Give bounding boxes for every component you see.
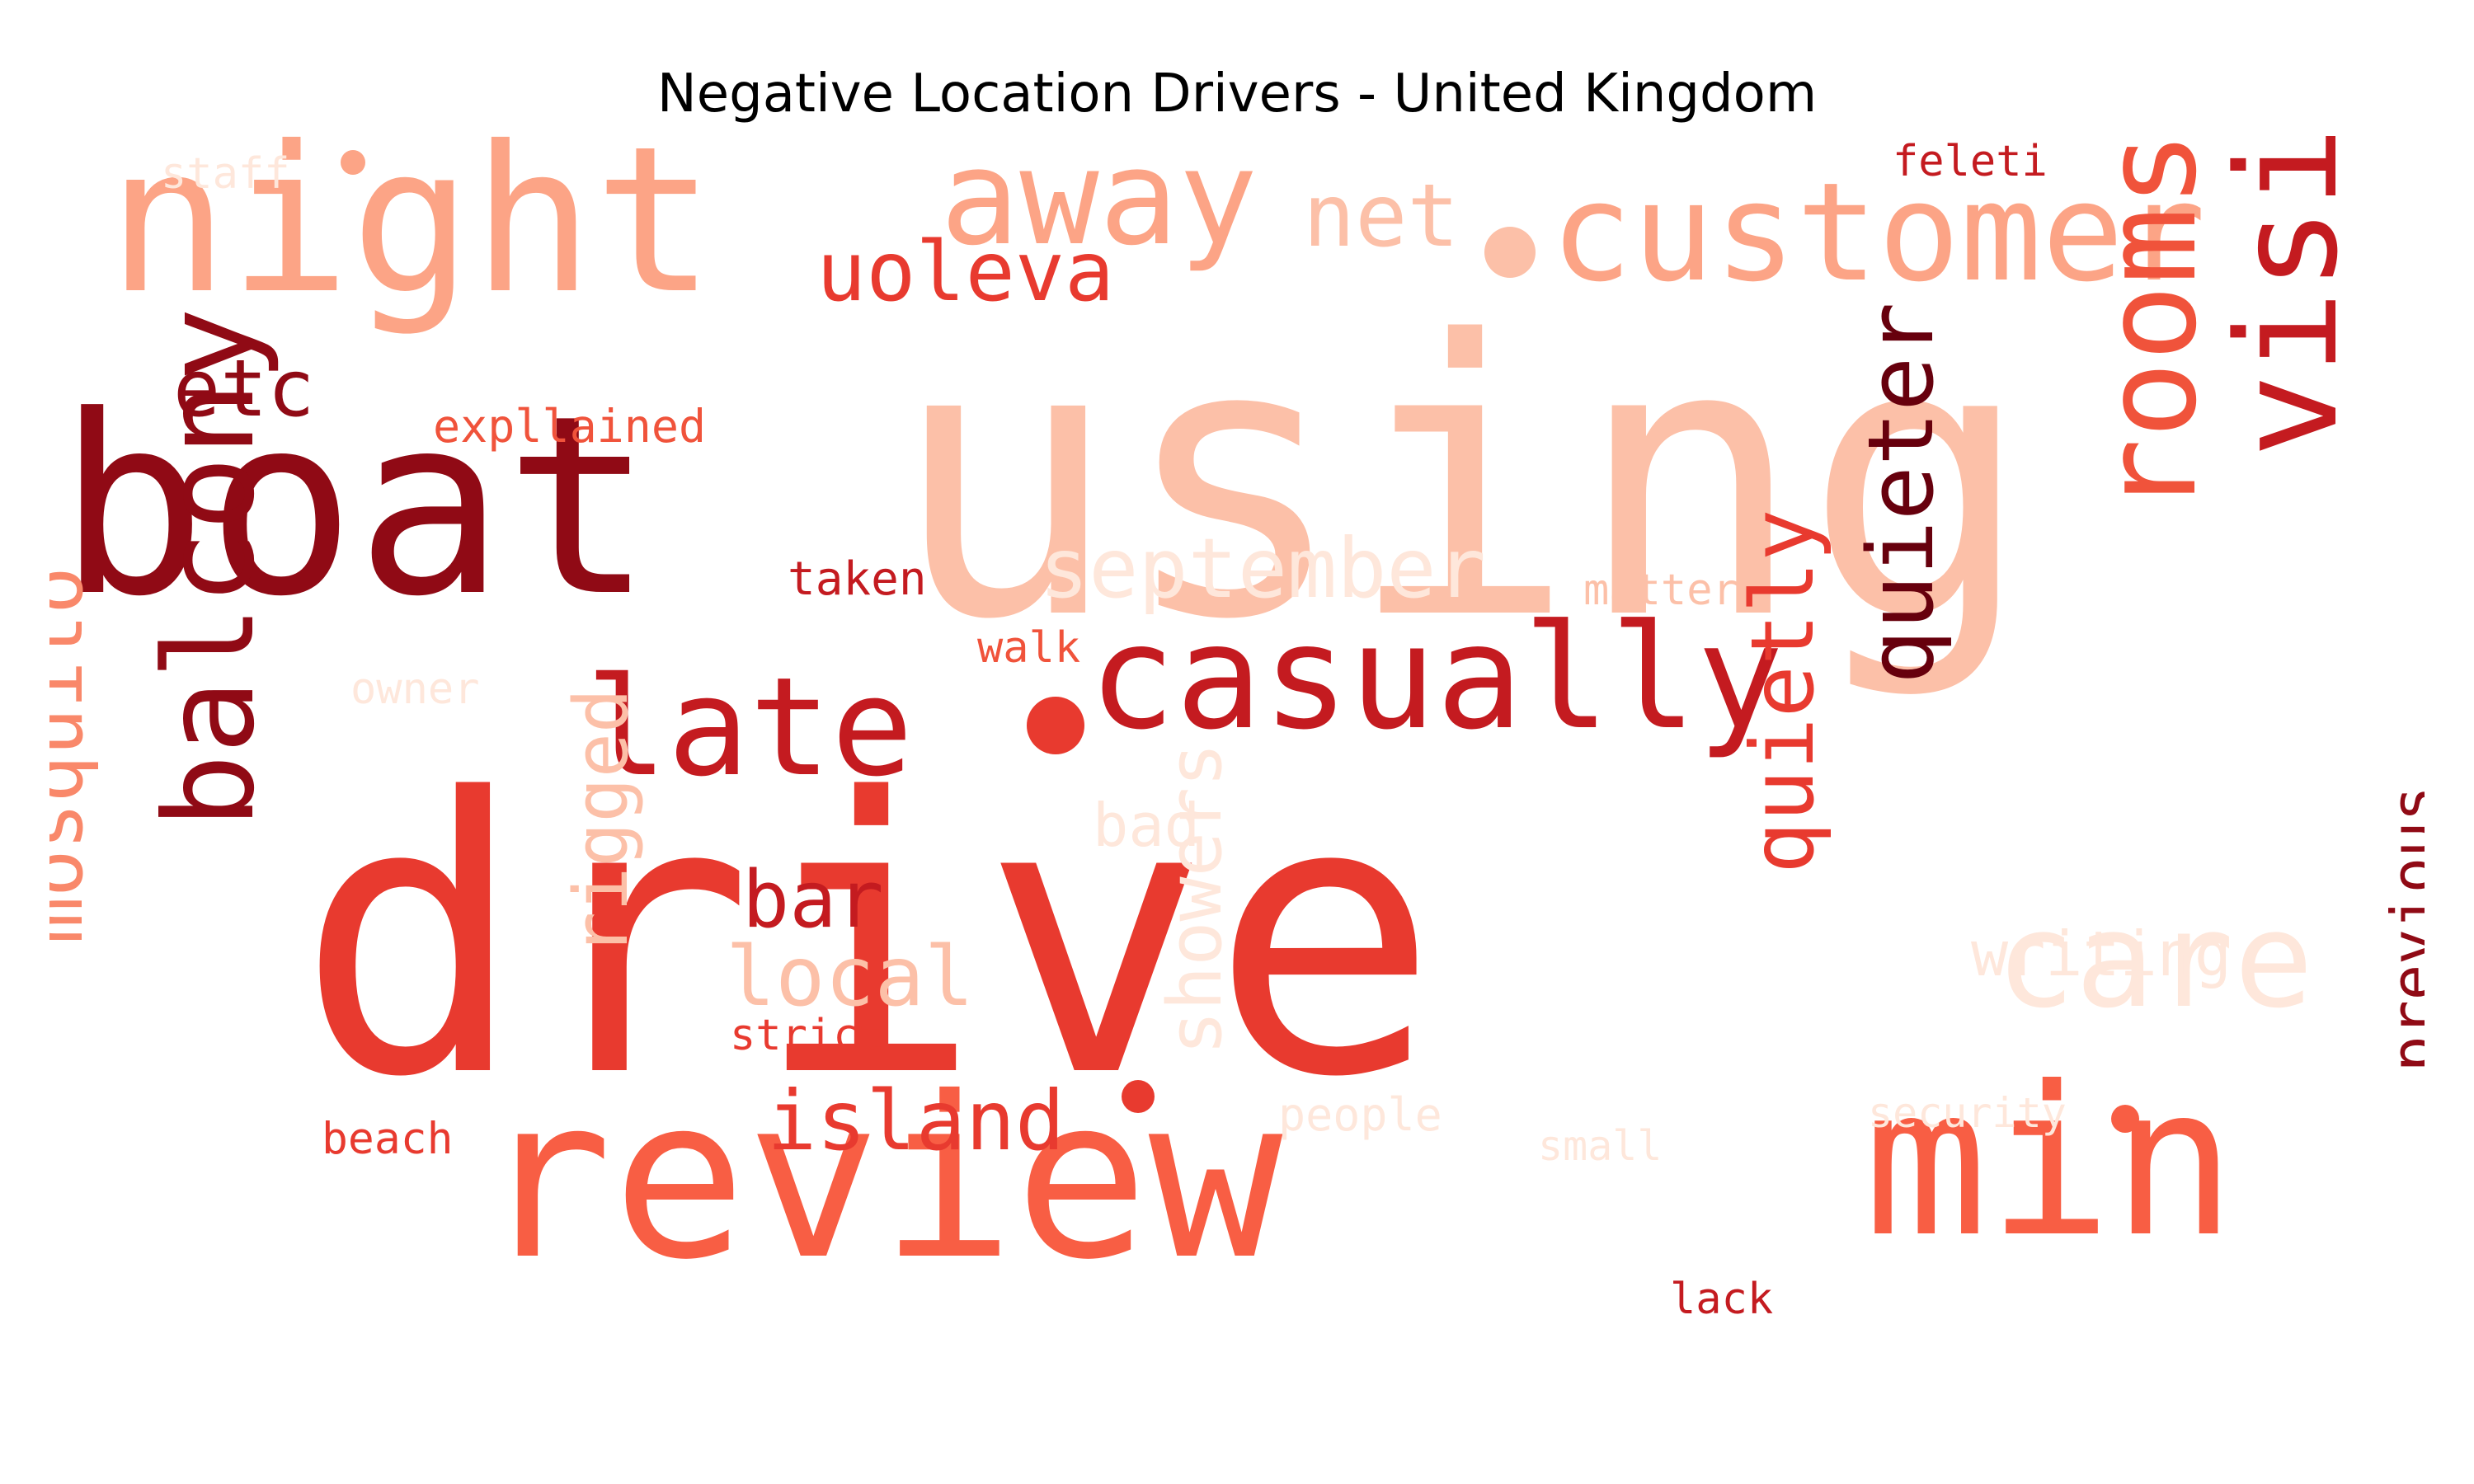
word-late: late <box>586 648 914 806</box>
word-expllained: expllained <box>433 400 707 453</box>
word-using: using <box>891 261 2033 702</box>
word-uoleva: uoleva <box>816 223 1115 320</box>
word-walk: walk <box>977 623 1081 673</box>
word-care: care <box>1996 883 2314 1037</box>
word-customer: customer <box>1550 153 2206 312</box>
word-min: min <box>1864 1042 2236 1282</box>
word-night: night <box>107 136 716 338</box>
word-mosquito: mosquito <box>49 566 101 944</box>
word-previous: previous <box>2378 786 2425 1072</box>
decorative-dot <box>1027 697 1084 754</box>
word-writing: writing <box>1971 918 2232 990</box>
word-showers: showers <box>1152 742 1239 1055</box>
word-quietly: quietly <box>1733 509 1833 874</box>
word-staff: staff <box>161 149 290 199</box>
word-rigged: rigged <box>558 688 645 956</box>
word-quieter: quieter <box>1848 302 1954 684</box>
word-review: review <box>478 1049 1283 1308</box>
chart-title: Negative Location Drivers - United Kingd… <box>656 63 1818 124</box>
word-net: net <box>1303 166 1460 266</box>
word-taken: taken <box>788 552 927 606</box>
decorative-dot <box>1484 227 1536 278</box>
word-etc: etc <box>173 344 315 434</box>
decorative-dot <box>1122 1080 1155 1113</box>
word-strict: strict <box>730 1011 885 1060</box>
word-small: small <box>1538 1122 1663 1170</box>
decorative-dot <box>341 150 365 175</box>
word-owner: owner <box>350 665 480 714</box>
word-rooms: rooms <box>2076 136 2225 515</box>
word-island: island <box>767 1073 1065 1169</box>
word-boat: boat <box>58 363 654 650</box>
word-local: local <box>726 928 975 1025</box>
decorative-dot <box>2111 1105 2139 1133</box>
word-september: september <box>1039 520 1486 617</box>
word-visiting: visiting <box>2207 136 2368 458</box>
word-feleti: feleti <box>1893 137 2048 186</box>
word-drive: drive <box>297 719 1439 1160</box>
word-bad: bad <box>1093 791 1201 860</box>
word-lack: lack <box>1670 1275 1774 1324</box>
word-beach: beach <box>322 1114 454 1164</box>
word-cloud: using drive boat night review customer casuall… <box>49 136 2425 1373</box>
word-casually: casually <box>1089 594 1784 762</box>
word-bar: bar <box>742 855 884 946</box>
word-away: away <box>940 136 1258 275</box>
word-security: security <box>1868 1089 2067 1137</box>
word-people: people <box>1278 1088 1442 1141</box>
word-matter: matter <box>1583 566 1738 615</box>
